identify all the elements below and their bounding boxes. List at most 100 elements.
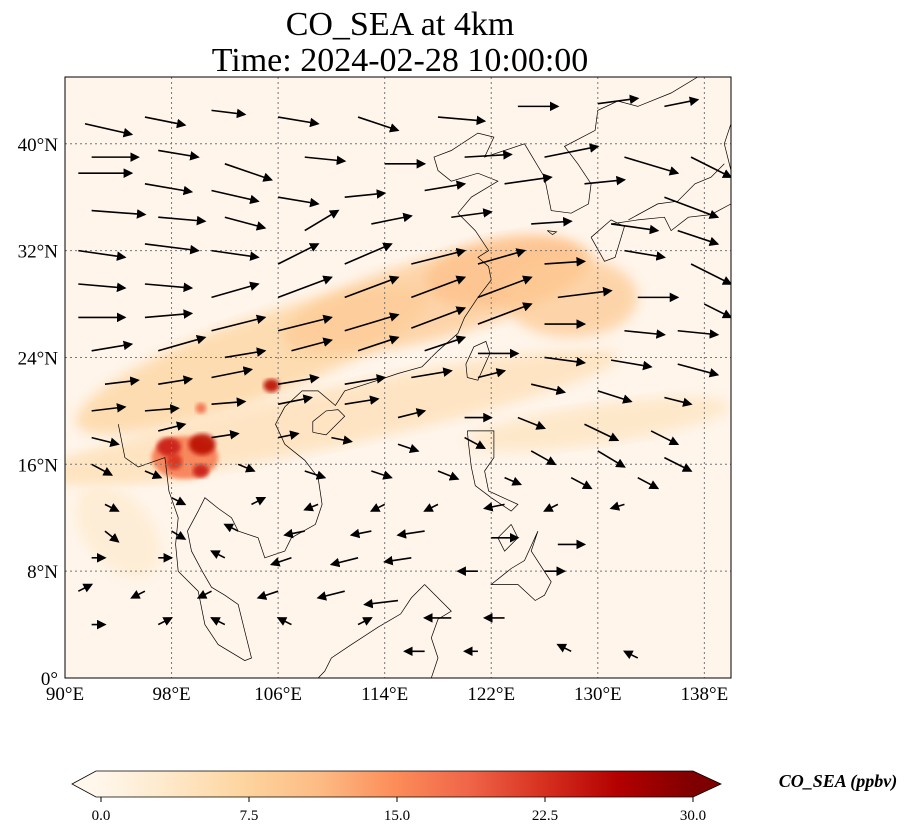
wind-vector (251, 496, 267, 506)
wind-vector (210, 617, 226, 626)
wind-vector (269, 557, 292, 567)
wind-vector (329, 557, 359, 568)
wind-vector (344, 189, 387, 199)
wind-vector (210, 550, 226, 559)
wind-vector (276, 617, 292, 626)
wind-vector (637, 476, 660, 490)
wind-vector (677, 363, 720, 378)
wind-vectors (77, 94, 731, 660)
wind-vector (584, 175, 627, 186)
wind-vector (704, 303, 731, 319)
wind-vector (437, 115, 487, 126)
wind-vector (363, 598, 399, 609)
wind-vector (609, 501, 625, 511)
colorbar-bar (96, 771, 693, 797)
wind-vector (357, 116, 400, 133)
wind-vector (277, 430, 300, 440)
coastline-2 (312, 409, 346, 436)
wind-vector (158, 215, 207, 226)
co-plume-12 (166, 453, 183, 470)
wind-vector (610, 359, 653, 371)
wind-vector (530, 450, 557, 466)
wind-vector (224, 216, 267, 231)
wind-vector (144, 309, 194, 319)
wind-vector (543, 503, 559, 512)
wind-vector (283, 528, 305, 539)
wind-vector (144, 470, 163, 480)
colorbar-tick-label: 7.5 (240, 808, 259, 824)
wind-vector (664, 96, 700, 108)
wind-vector (464, 436, 486, 450)
latitude-tick-labels: 0° 8°N 16°N 24°N 32°N 40°N (18, 135, 59, 690)
wind-vector (690, 156, 731, 178)
map-title: CO_SEA at 4km (285, 6, 515, 43)
wind-vector (664, 456, 693, 472)
wind-vector (211, 366, 254, 379)
wind-vector (396, 529, 425, 539)
wind-vector (477, 302, 533, 325)
lon-tick-label: 122°E (467, 684, 515, 705)
wind-vector (597, 390, 633, 404)
wind-vector (544, 356, 587, 367)
wind-vector (211, 397, 247, 407)
map-frame (64, 76, 732, 679)
wind-vector (304, 470, 327, 480)
wind-vector (91, 463, 114, 476)
wind-vector (504, 173, 553, 185)
wind-vector (158, 375, 194, 385)
wind-vector (464, 150, 513, 160)
wind-vector (78, 282, 127, 293)
coastline-3 (466, 430, 519, 512)
longitude-tick-labels: 90°E 98°E 106°E 114°E 122°E 130°E 138°E (46, 684, 728, 705)
colorbar-label: CO_SEA (ppbv) (779, 771, 898, 792)
wind-vector (78, 249, 127, 261)
wind-vector (277, 196, 320, 208)
colorbar-tick-label: 22.5 (532, 808, 558, 824)
wind-vector (624, 329, 666, 339)
lat-tick-label: 24°N (18, 348, 59, 369)
wind-vector (224, 347, 267, 359)
wind-vector (344, 395, 380, 406)
wind-vector (411, 367, 453, 379)
wind-vector (277, 394, 313, 405)
wind-vector (624, 249, 666, 261)
wind-vector (517, 416, 547, 430)
lon-tick-label: 130°E (574, 684, 622, 705)
wind-vector (504, 476, 523, 486)
wind-vector (437, 470, 460, 481)
wind-vector (277, 275, 333, 299)
wind-vector (556, 643, 572, 653)
colorbar-extend-max (693, 771, 721, 797)
coastline-0 (117, 77, 698, 661)
co-plume-3 (504, 257, 638, 338)
wind-vector (158, 421, 187, 432)
lon-tick-label: 98°E (152, 684, 190, 705)
co-plume-14 (195, 402, 207, 414)
wind-vector (211, 249, 260, 261)
wind-vector (544, 257, 587, 267)
wind-vector (211, 314, 267, 332)
wind-vector (677, 329, 720, 339)
wind-vector (357, 617, 373, 626)
colorbar-tick-label: 30.0 (680, 808, 706, 824)
wind-vector (277, 243, 320, 265)
wind-vector (237, 463, 256, 473)
wind-vector (157, 617, 173, 626)
lat-tick-label: 32°N (18, 242, 59, 263)
lon-tick-label: 106°E (254, 684, 302, 705)
wind-vector (144, 116, 187, 129)
wind-vector (624, 156, 680, 176)
colorbar-tick-label: 15.0 (384, 808, 410, 824)
wind-vector (196, 589, 212, 599)
wind-vector (277, 374, 320, 385)
wind-vector (424, 180, 467, 192)
wind-vector (397, 408, 427, 419)
wind-vector (531, 216, 573, 227)
wind-vector (424, 335, 467, 352)
co-concentration-layer (65, 234, 730, 578)
co-plume-7 (465, 397, 730, 452)
wind-vector (144, 282, 194, 293)
wind-vector (570, 476, 593, 490)
coastline-1 (465, 340, 491, 381)
wind-vector (477, 248, 527, 265)
